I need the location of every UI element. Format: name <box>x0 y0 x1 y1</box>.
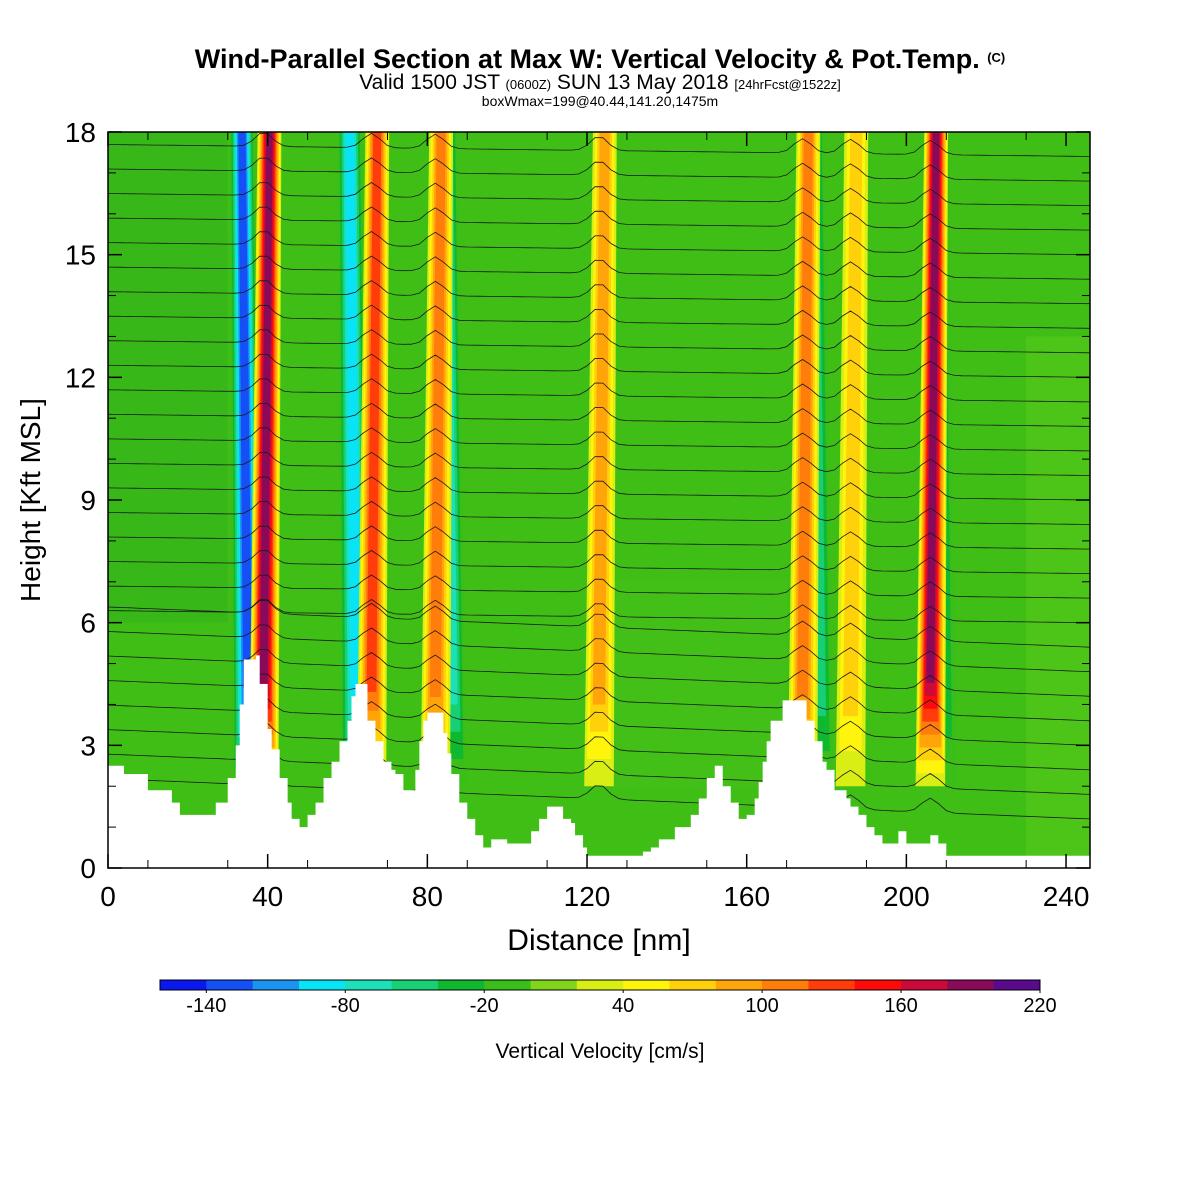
colorbar-swatch <box>437 980 485 990</box>
isentrope-line <box>108 182 1090 206</box>
isentrope-line <box>108 402 1090 427</box>
colorbar-label: Vertical Velocity [cm/s] <box>496 1040 705 1063</box>
isentrope-line <box>108 574 1090 599</box>
downdraft-band <box>345 132 361 698</box>
colorbar-swatch <box>901 980 948 990</box>
isentrope-line <box>108 648 1090 697</box>
updraft-band <box>259 132 273 683</box>
colorbar-swatch <box>252 980 300 990</box>
colorbar-tick-label: 160 <box>884 995 917 1017</box>
chart-valid-line: Valid 1500 JST (0600Z) SUN 13 May 2018 [… <box>0 72 1200 96</box>
colorbar-tick-label: -20 <box>470 995 499 1017</box>
isentrope-line <box>108 599 1090 648</box>
chart-title: Wind-Parallel Section at Max W: Vertical… <box>0 44 1200 75</box>
y-tick-label: 6 <box>80 608 96 639</box>
isentrope-line <box>108 500 1090 525</box>
isentrope-line <box>108 329 1090 354</box>
colorbar-swatch <box>762 980 809 990</box>
colorbar-swatch <box>345 980 393 990</box>
x-tick-label: 40 <box>252 881 283 912</box>
isentrope-line <box>108 451 1090 476</box>
colorbar-tick-label: -140 <box>186 995 226 1017</box>
box-wmax-info: boxWmax=199@40.44,141.20,1475m <box>481 93 719 109</box>
isentrope-line <box>108 673 1090 722</box>
isentrope-line <box>108 550 1090 574</box>
isentrope-line <box>108 698 1090 746</box>
isentrope-line <box>108 206 1090 231</box>
isentrope-line <box>108 255 1090 280</box>
isentrope-line <box>108 722 1090 771</box>
isentrope-line <box>108 280 1090 305</box>
colorbar-swatch <box>669 980 717 990</box>
isentrope-line <box>108 231 1090 256</box>
shade-patch <box>1026 336 1090 868</box>
x-axis-label: Distance [nm] <box>507 924 690 957</box>
x-tick-label: 200 <box>883 881 930 912</box>
isentrope-line <box>108 427 1090 452</box>
isentrope-line <box>108 378 1090 403</box>
x-tick-label: 80 <box>412 881 443 912</box>
isentrope-line <box>108 304 1090 329</box>
isentrope-line <box>1058 132 1090 133</box>
colorbar-swatch <box>715 980 763 990</box>
chart-title-mark: (C) <box>987 50 1006 65</box>
colorbar-swatch <box>530 980 578 990</box>
colorbar-swatch <box>484 980 532 990</box>
y-tick-label: 15 <box>65 240 96 271</box>
isentrope-line <box>108 353 1090 378</box>
shade-patch <box>587 581 787 787</box>
valid-utc: (0600Z) <box>505 77 552 92</box>
y-axis-label: Height [Kft MSL] <box>15 398 46 602</box>
colorbar: -140 -80 -20 40 100 160 220 <box>159 979 1057 1017</box>
isentrope-line <box>108 476 1090 501</box>
colorbar-tick-label: 220 <box>1023 995 1056 1017</box>
colorbar-swatch <box>206 980 254 990</box>
forecast-info: [24hrFcst@1522z] <box>734 77 841 92</box>
terrain-mask <box>108 655 1090 868</box>
colorbar-swatch <box>298 980 346 990</box>
colorbar-swatch <box>160 980 207 990</box>
y-tick-label: 3 <box>80 730 96 761</box>
shade-patch <box>108 132 228 623</box>
updraft-band <box>926 132 940 683</box>
colorbar-tick-label: 100 <box>745 995 778 1017</box>
chart-title-main: Wind-Parallel Section at Max W: Vertical… <box>194 44 980 74</box>
y-tick-label: 12 <box>65 362 96 393</box>
downdraft-band <box>238 132 253 689</box>
colorbar-swatch <box>623 980 670 990</box>
colorbar-swatch <box>854 980 902 990</box>
updraft-band <box>843 132 863 717</box>
updraft-band <box>797 132 813 698</box>
colorbar-tick-label: 40 <box>612 995 634 1017</box>
colorbar-frame <box>159 979 1041 991</box>
isentrope-line <box>108 84 1090 107</box>
colorbar-swatch <box>576 980 624 990</box>
colorbar-swatch <box>808 980 856 990</box>
x-tick-label: 120 <box>564 881 611 912</box>
isentrope-line <box>108 157 1090 182</box>
isentrope-line <box>108 525 1090 550</box>
x-tick-label: 240 <box>1043 881 1090 912</box>
x-tick-label: 0 <box>100 881 116 912</box>
updraft-band <box>366 132 382 692</box>
colorbar-swatch <box>993 980 1041 990</box>
updraft-band <box>592 132 610 705</box>
colorbar-tick-label: -80 <box>331 995 360 1017</box>
valid-time: Valid 1500 JST <box>359 71 500 94</box>
y-tick-label: 0 <box>80 853 96 884</box>
isentrope-line <box>108 132 1090 157</box>
isentrope-line <box>108 599 1090 624</box>
y-tick-label: 18 <box>65 117 96 148</box>
x-tick-label: 160 <box>723 881 770 912</box>
valid-date: SUN 13 May 2018 <box>556 71 729 94</box>
colorbar-swatch <box>391 980 439 990</box>
y-tick-label: 9 <box>80 485 96 516</box>
colorbar-swatch <box>947 980 995 990</box>
isentrope-line <box>108 624 1090 673</box>
